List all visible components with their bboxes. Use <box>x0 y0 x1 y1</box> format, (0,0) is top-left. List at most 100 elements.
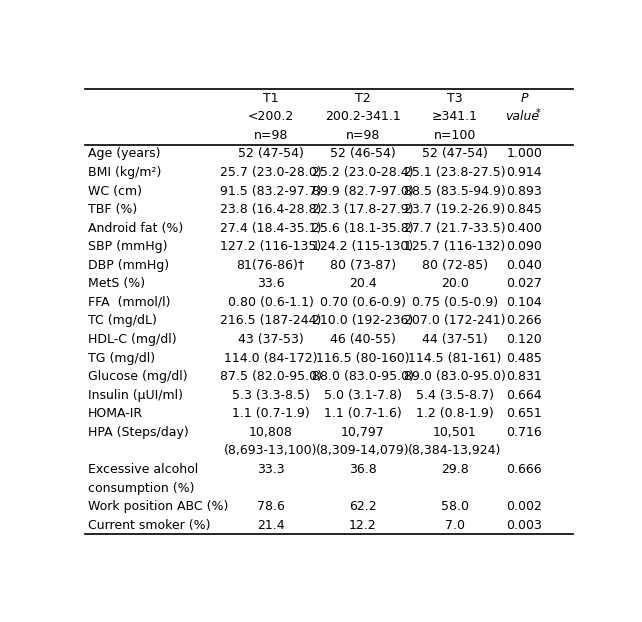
Text: 0.75 (0.5-0.9): 0.75 (0.5-0.9) <box>412 296 498 309</box>
Text: Excessive alcohol: Excessive alcohol <box>88 463 198 476</box>
Text: consumption (%): consumption (%) <box>88 481 195 494</box>
Text: 22.3 (17.8-27.9): 22.3 (17.8-27.9) <box>312 203 413 216</box>
Text: 52 (46-54): 52 (46-54) <box>330 147 395 160</box>
Text: n=98: n=98 <box>254 129 288 142</box>
Text: 20.4: 20.4 <box>349 277 376 290</box>
Text: 125.7 (116-132): 125.7 (116-132) <box>404 240 505 253</box>
Text: 89.0 (83.0-95.0): 89.0 (83.0-95.0) <box>404 370 506 383</box>
Text: 88.0 (83.0-95.0): 88.0 (83.0-95.0) <box>311 370 413 383</box>
Text: (8,309-14,079): (8,309-14,079) <box>316 444 410 457</box>
Text: HOMA-IR: HOMA-IR <box>88 407 143 420</box>
Text: 81(76-86)†: 81(76-86)† <box>236 259 305 272</box>
Text: 87.5 (82.0-95.0): 87.5 (82.0-95.0) <box>220 370 322 383</box>
Text: 27.4 (18.4-35.1): 27.4 (18.4-35.1) <box>220 221 321 234</box>
Text: 23.8 (16.4-28.8): 23.8 (16.4-28.8) <box>220 203 321 216</box>
Text: MetS (%): MetS (%) <box>88 277 145 290</box>
Text: T1: T1 <box>263 92 279 104</box>
Text: (8,693-13,100): (8,693-13,100) <box>224 444 317 457</box>
Text: 124.2 (115-130): 124.2 (115-130) <box>312 240 413 253</box>
Text: 0.831: 0.831 <box>507 370 542 383</box>
Text: 12.2: 12.2 <box>349 519 376 532</box>
Text: HPA (Steps/day): HPA (Steps/day) <box>88 426 189 439</box>
Text: 27.7 (21.7-33.5): 27.7 (21.7-33.5) <box>404 221 505 234</box>
Text: 58.0: 58.0 <box>440 500 469 513</box>
Text: 5.0 (3.1-7.8): 5.0 (3.1-7.8) <box>324 389 402 402</box>
Text: 25.7 (23.0-28.0): 25.7 (23.0-28.0) <box>220 166 322 179</box>
Text: 36.8: 36.8 <box>349 463 376 476</box>
Text: 200.2-341.1: 200.2-341.1 <box>325 110 401 123</box>
Text: 114.0 (84-172): 114.0 (84-172) <box>224 351 317 364</box>
Text: 1.1 (0.7-1.9): 1.1 (0.7-1.9) <box>232 407 309 420</box>
Text: 25.2 (23.0-28.4): 25.2 (23.0-28.4) <box>312 166 413 179</box>
Text: P: P <box>521 92 528 104</box>
Text: 0.003: 0.003 <box>507 519 542 532</box>
Text: 78.6: 78.6 <box>257 500 284 513</box>
Text: 1.000: 1.000 <box>507 147 542 160</box>
Text: 33.6: 33.6 <box>257 277 284 290</box>
Text: FFA  (mmol/l): FFA (mmol/l) <box>88 296 170 309</box>
Text: Work position ABC (%): Work position ABC (%) <box>88 500 228 513</box>
Text: Current smoker (%): Current smoker (%) <box>88 519 210 532</box>
Text: 207.0 (172-241): 207.0 (172-241) <box>404 315 505 328</box>
Text: 52 (47-54): 52 (47-54) <box>422 147 487 160</box>
Text: Age (years): Age (years) <box>88 147 160 160</box>
Text: TC (mg/dL): TC (mg/dL) <box>88 315 157 328</box>
Text: 23.7 (19.2-26.9): 23.7 (19.2-26.9) <box>404 203 505 216</box>
Text: Insulin (μUI/ml): Insulin (μUI/ml) <box>88 389 183 402</box>
Text: 62.2: 62.2 <box>349 500 376 513</box>
Text: 0.266: 0.266 <box>507 315 542 328</box>
Text: 1.1 (0.7-1.6): 1.1 (0.7-1.6) <box>324 407 401 420</box>
Text: 52 (47-54): 52 (47-54) <box>238 147 304 160</box>
Text: ≥341.1: ≥341.1 <box>431 110 478 123</box>
Text: 0.120: 0.120 <box>507 333 542 346</box>
Text: 29.8: 29.8 <box>441 463 469 476</box>
Text: 127.2 (116-135): 127.2 (116-135) <box>220 240 321 253</box>
Text: SBP (mmHg): SBP (mmHg) <box>88 240 167 253</box>
Text: n=98: n=98 <box>345 129 380 142</box>
Text: TG (mg/dl): TG (mg/dl) <box>88 351 155 364</box>
Text: 0.845: 0.845 <box>507 203 542 216</box>
Text: 7.0: 7.0 <box>445 519 465 532</box>
Text: T3: T3 <box>447 92 462 104</box>
Text: Android fat (%): Android fat (%) <box>88 221 183 234</box>
Text: 1.2 (0.8-1.9): 1.2 (0.8-1.9) <box>416 407 494 420</box>
Text: 44 (37-51): 44 (37-51) <box>422 333 487 346</box>
Text: 25.1 (23.8-27.5): 25.1 (23.8-27.5) <box>404 166 505 179</box>
Text: 10,501: 10,501 <box>433 426 476 439</box>
Text: 116.5 (80-160): 116.5 (80-160) <box>316 351 410 364</box>
Text: value: value <box>505 110 539 123</box>
Text: 21.4: 21.4 <box>257 519 284 532</box>
Text: 0.090: 0.090 <box>507 240 542 253</box>
Text: 5.3 (3.3-8.5): 5.3 (3.3-8.5) <box>232 389 309 402</box>
Text: 5.4 (3.5-8.7): 5.4 (3.5-8.7) <box>415 389 494 402</box>
Text: 88.5 (83.5-94.9): 88.5 (83.5-94.9) <box>404 185 505 198</box>
Text: WC (cm): WC (cm) <box>88 185 142 198</box>
Text: 25.6 (18.1-35.8): 25.6 (18.1-35.8) <box>312 221 413 234</box>
Text: 0.651: 0.651 <box>507 407 542 420</box>
Text: Glucose (mg/dl): Glucose (mg/dl) <box>88 370 187 383</box>
Text: (8,384-13,924): (8,384-13,924) <box>408 444 501 457</box>
Text: 0.893: 0.893 <box>507 185 542 198</box>
Text: n=100: n=100 <box>433 129 476 142</box>
Text: 216.5 (187-244): 216.5 (187-244) <box>220 315 321 328</box>
Text: 43 (37-53): 43 (37-53) <box>238 333 304 346</box>
Text: 0.040: 0.040 <box>507 259 542 272</box>
Text: 210.0 (192-236): 210.0 (192-236) <box>312 315 413 328</box>
Text: TBF (%): TBF (%) <box>88 203 137 216</box>
Text: 0.70 (0.6-0.9): 0.70 (0.6-0.9) <box>320 296 406 309</box>
Text: 0.666: 0.666 <box>507 463 542 476</box>
Text: 0.664: 0.664 <box>507 389 542 402</box>
Text: 0.027: 0.027 <box>507 277 542 290</box>
Text: 0.716: 0.716 <box>507 426 542 439</box>
Text: 80 (73-87): 80 (73-87) <box>329 259 395 272</box>
Text: 0.400: 0.400 <box>507 221 542 234</box>
Text: 0.002: 0.002 <box>507 500 542 513</box>
Text: *: * <box>536 108 541 118</box>
Text: 80 (72-85): 80 (72-85) <box>422 259 488 272</box>
Text: 20.0: 20.0 <box>440 277 469 290</box>
Text: DBP (mmHg): DBP (mmHg) <box>88 259 169 272</box>
Text: BMI (kg/m²): BMI (kg/m²) <box>88 166 161 179</box>
Text: 46 (40-55): 46 (40-55) <box>330 333 395 346</box>
Text: 0.485: 0.485 <box>507 351 542 364</box>
Text: 0.80 (0.6-1.1): 0.80 (0.6-1.1) <box>228 296 313 309</box>
